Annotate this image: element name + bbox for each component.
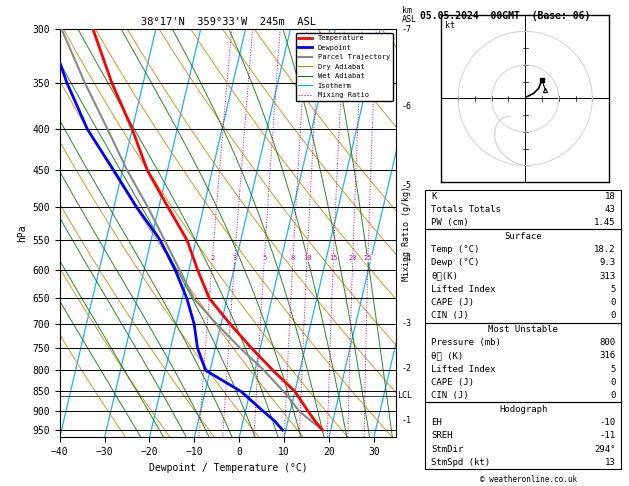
Text: 5: 5	[610, 364, 616, 374]
Text: SREH: SREH	[431, 431, 453, 440]
Text: 294°: 294°	[594, 445, 616, 453]
Text: 313: 313	[599, 272, 616, 280]
Text: θᴇ(K): θᴇ(K)	[431, 272, 458, 280]
Text: -6: -6	[402, 102, 412, 111]
Text: 5: 5	[262, 256, 267, 261]
Text: EH: EH	[431, 418, 442, 427]
Text: 10: 10	[303, 256, 311, 261]
Text: Lifted Index: Lifted Index	[431, 364, 496, 374]
Text: 05.05.2024  00GMT  (Base: 06): 05.05.2024 00GMT (Base: 06)	[420, 11, 591, 21]
Text: -11: -11	[599, 431, 616, 440]
Text: CIN (J): CIN (J)	[431, 391, 469, 400]
Text: 2: 2	[210, 256, 214, 261]
Text: Mixing Ratio (g/kg): Mixing Ratio (g/kg)	[403, 186, 411, 281]
Text: 15: 15	[329, 256, 338, 261]
Bar	[425, 323, 621, 402]
Text: -3: -3	[402, 319, 412, 329]
Text: © weatheronline.co.uk: © weatheronline.co.uk	[480, 474, 577, 484]
Text: StmDir: StmDir	[431, 445, 464, 453]
Text: K: K	[431, 191, 437, 201]
Text: 0: 0	[610, 298, 616, 307]
Text: 13: 13	[605, 458, 616, 467]
Text: Most Unstable: Most Unstable	[488, 325, 559, 334]
Text: 18.2: 18.2	[594, 245, 616, 254]
Text: Totals Totals: Totals Totals	[431, 205, 501, 214]
Text: 43: 43	[605, 205, 616, 214]
Text: -1: -1	[402, 417, 412, 425]
Legend: Temperature, Dewpoint, Parcel Trajectory, Dry Adiabat, Wet Adiabat, Isotherm, Mi: Temperature, Dewpoint, Parcel Trajectory…	[296, 33, 392, 101]
Text: 25: 25	[364, 256, 372, 261]
Text: 0: 0	[610, 378, 616, 387]
Text: LCL: LCL	[398, 391, 413, 400]
Text: km
ASL: km ASL	[402, 6, 417, 24]
Text: 3: 3	[233, 256, 237, 261]
Text: Dewp (°C): Dewp (°C)	[431, 258, 479, 267]
Y-axis label: hPa: hPa	[17, 225, 27, 242]
Text: -10: -10	[599, 418, 616, 427]
Text: 8: 8	[291, 256, 295, 261]
Text: 5: 5	[610, 285, 616, 294]
Text: Hodograph: Hodograph	[499, 405, 547, 414]
Text: Temp (°C): Temp (°C)	[431, 245, 479, 254]
Text: -4: -4	[402, 254, 412, 263]
Text: kt: kt	[445, 21, 455, 30]
Text: 316: 316	[599, 351, 616, 361]
Bar	[425, 402, 621, 469]
Text: PW (cm): PW (cm)	[431, 218, 469, 227]
Text: StmSpd (kt): StmSpd (kt)	[431, 458, 490, 467]
Text: 9.3: 9.3	[599, 258, 616, 267]
Text: 0: 0	[610, 312, 616, 320]
Text: CAPE (J): CAPE (J)	[431, 378, 474, 387]
Text: 800: 800	[599, 338, 616, 347]
Bar	[425, 229, 621, 323]
Title: 38°17'N  359°33'W  245m  ASL: 38°17'N 359°33'W 245m ASL	[140, 17, 316, 27]
Text: Pressure (mb): Pressure (mb)	[431, 338, 501, 347]
Text: -2: -2	[402, 364, 412, 373]
Text: 0: 0	[610, 391, 616, 400]
Text: -7: -7	[402, 25, 412, 34]
X-axis label: Dewpoint / Temperature (°C): Dewpoint / Temperature (°C)	[148, 463, 308, 473]
Text: CIN (J): CIN (J)	[431, 312, 469, 320]
Text: 1.45: 1.45	[594, 218, 616, 227]
Text: θᴇ (K): θᴇ (K)	[431, 351, 464, 361]
Bar	[425, 190, 621, 229]
Text: Lifted Index: Lifted Index	[431, 285, 496, 294]
Text: CAPE (J): CAPE (J)	[431, 298, 474, 307]
Text: 20: 20	[348, 256, 357, 261]
Text: -5: -5	[402, 181, 412, 190]
Text: Surface: Surface	[504, 232, 542, 241]
Text: 18: 18	[605, 191, 616, 201]
